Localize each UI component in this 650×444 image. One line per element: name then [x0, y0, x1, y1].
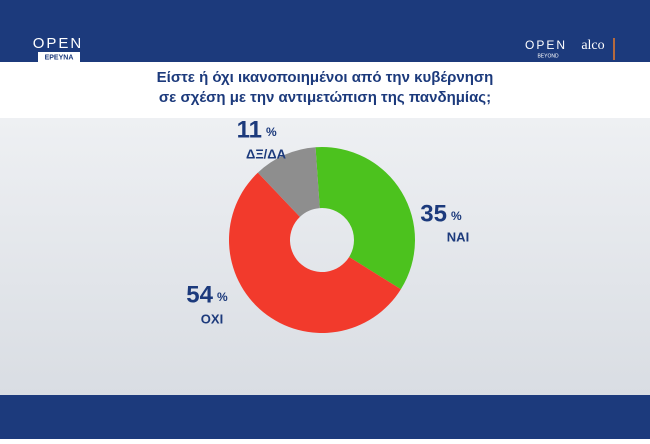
bottom-band — [0, 395, 650, 439]
value-unit: % — [266, 125, 277, 139]
donut-slice — [257, 147, 320, 217]
donut-slice — [229, 172, 401, 333]
chart-subtitle: σε σχέση με την αντιμετώπιση της πανδημί… — [159, 89, 491, 106]
donut-slice — [315, 147, 416, 290]
value-unit: % — [451, 209, 462, 223]
value-label: 54 — [186, 281, 213, 308]
logo-badge — [38, 52, 80, 62]
logo-sub: BEYOND — [537, 53, 559, 59]
value-label: 11 — [237, 116, 262, 143]
value-unit: % — [217, 290, 228, 304]
partner-logo: alco — [581, 38, 604, 53]
logo: OPEN — [525, 38, 567, 52]
value-label: 35 — [420, 200, 447, 227]
category-label: ΝΑΙ — [447, 229, 469, 244]
logo-sub: ΕΡΕΥΝΑ — [45, 54, 74, 61]
top-band — [0, 0, 650, 62]
chart-title: Είστε ή όχι ικανοποιημένοι από την κυβέρ… — [157, 69, 494, 86]
category-label: ΟΧΙ — [201, 311, 223, 326]
title-area — [0, 62, 650, 118]
category-label: ΔΞ/ΔΑ — [246, 146, 287, 161]
logo: OPEN — [33, 35, 84, 52]
